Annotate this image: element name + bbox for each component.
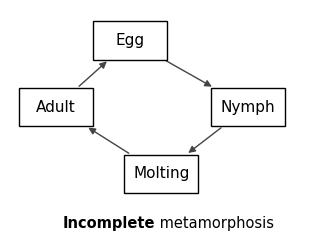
Text: Egg: Egg — [116, 33, 145, 48]
FancyBboxPatch shape — [211, 88, 285, 126]
Text: Incomplete: Incomplete — [63, 216, 155, 231]
FancyBboxPatch shape — [124, 155, 198, 193]
FancyBboxPatch shape — [19, 88, 93, 126]
Text: Molting: Molting — [133, 166, 189, 181]
Text: Adult: Adult — [36, 99, 76, 115]
Text: metamorphosis: metamorphosis — [155, 216, 274, 231]
FancyBboxPatch shape — [93, 21, 167, 60]
Text: Nymph: Nymph — [221, 99, 275, 115]
